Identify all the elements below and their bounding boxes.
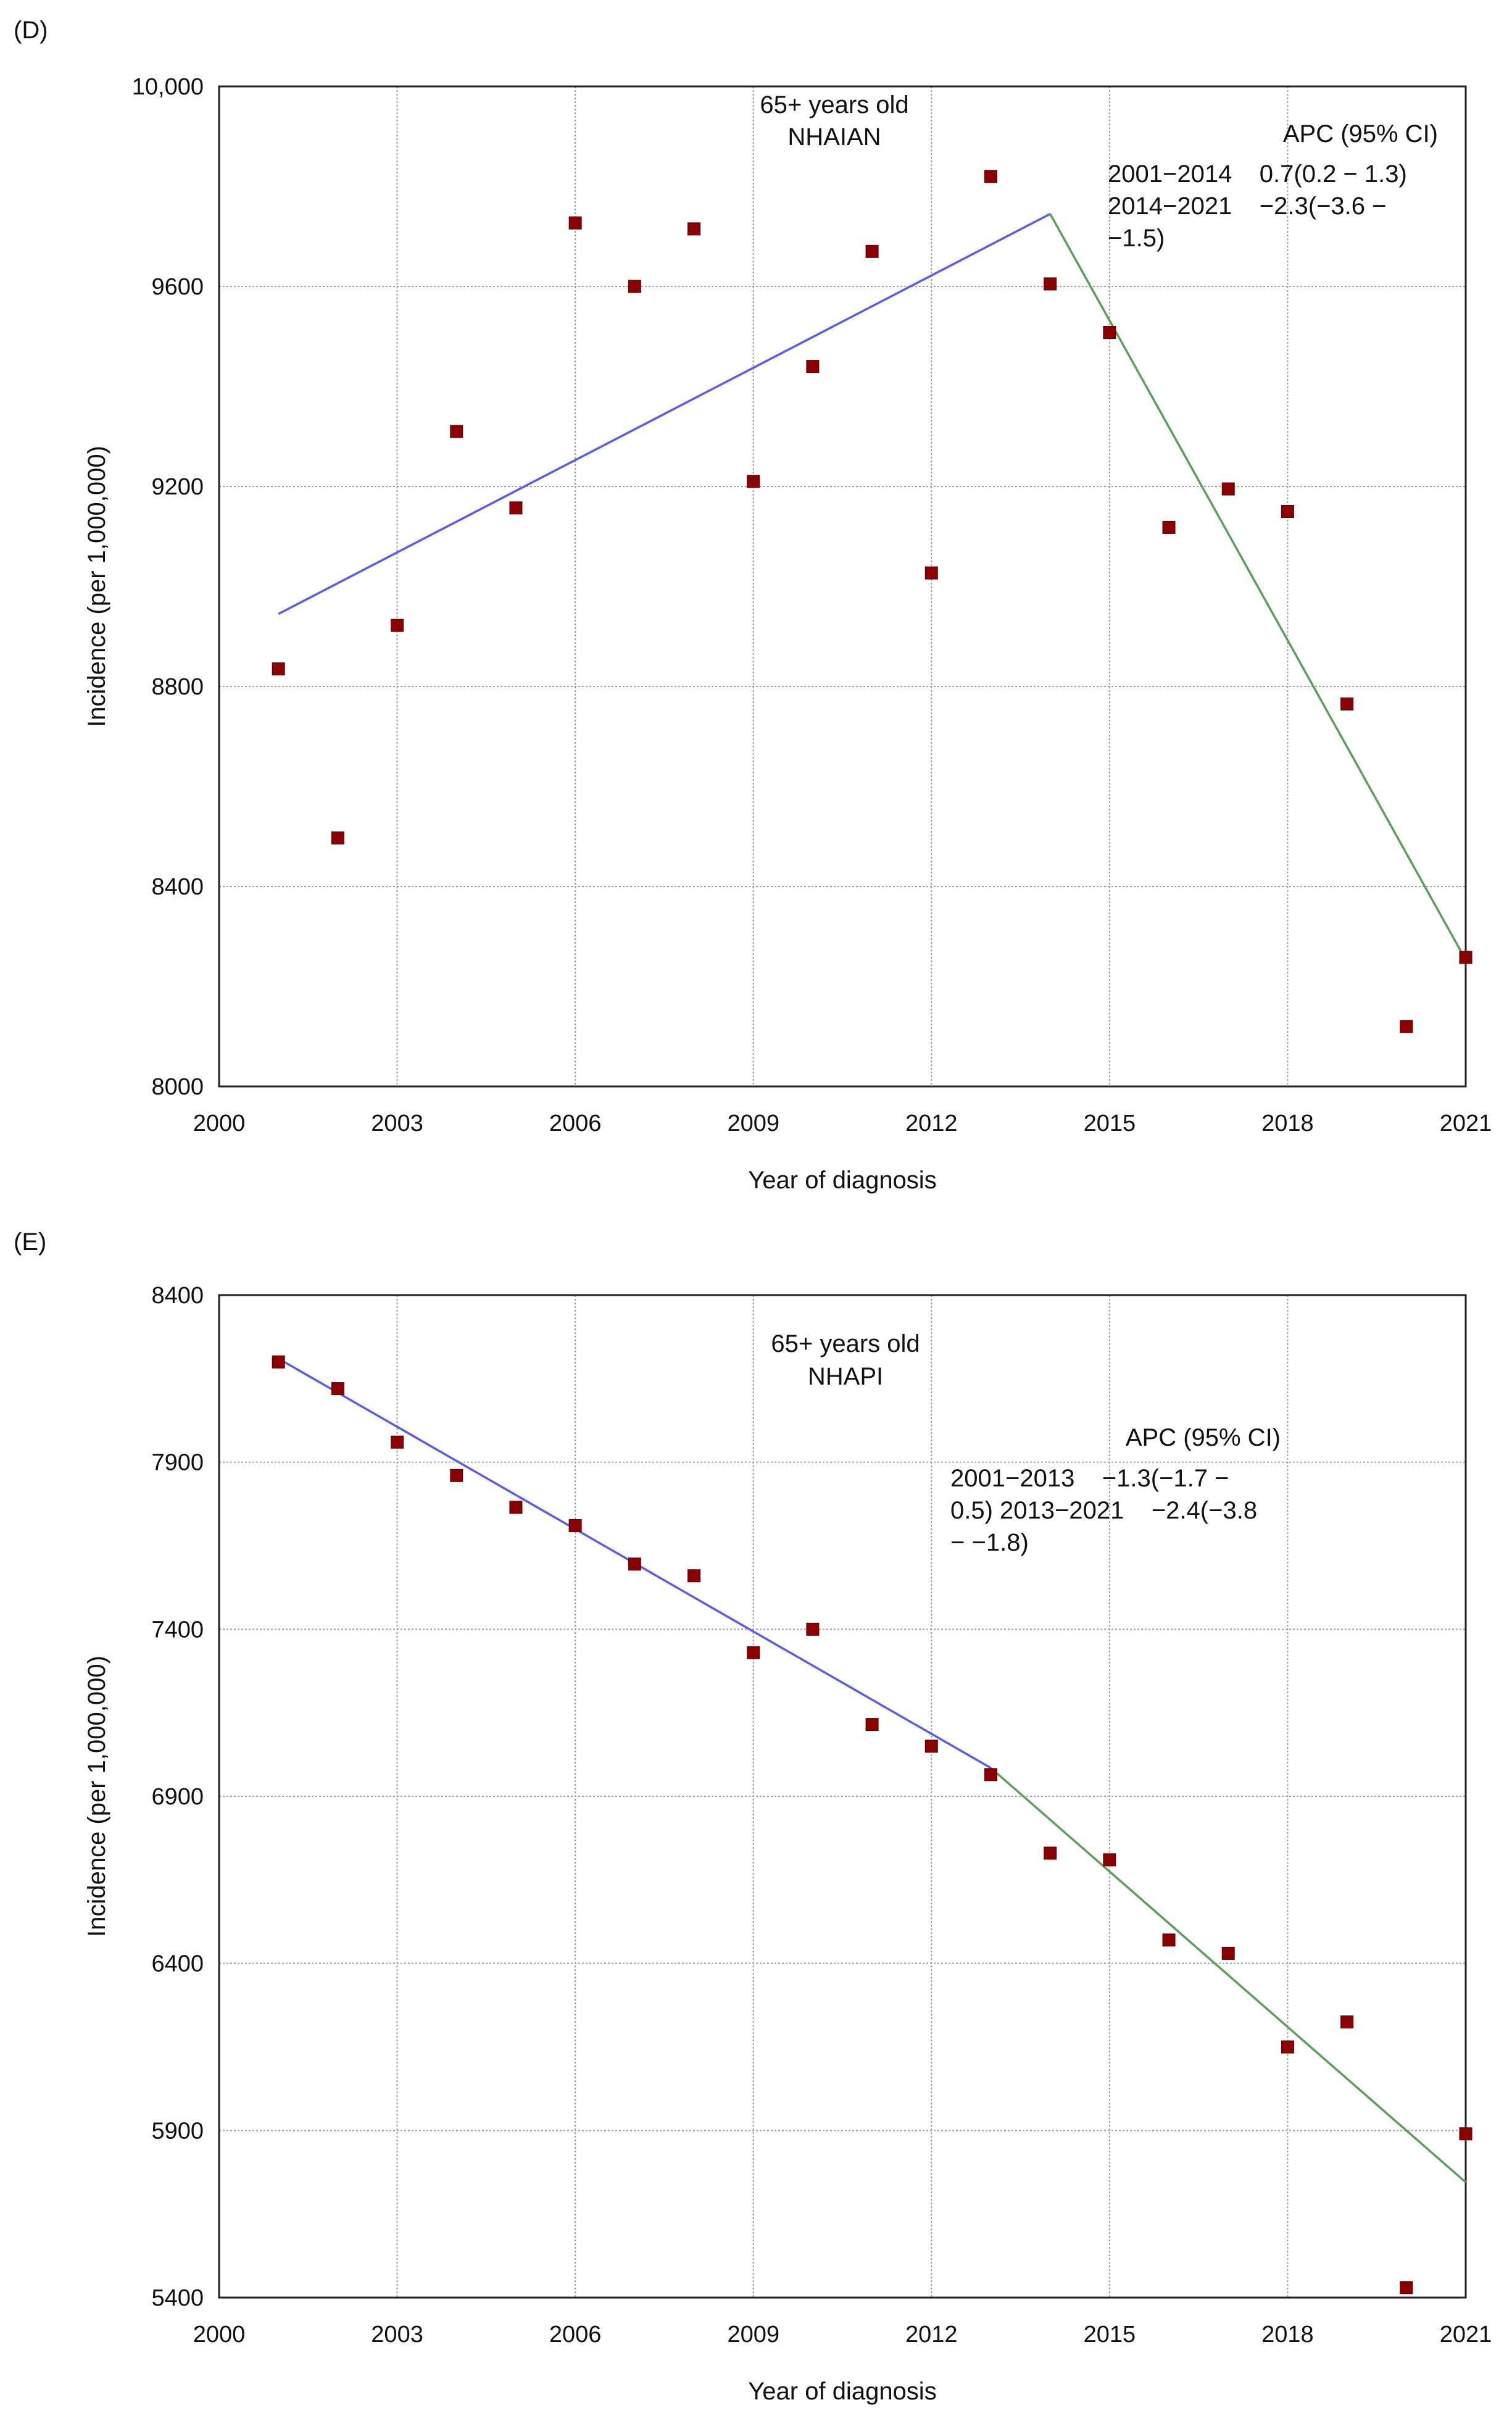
panel-d-data-point	[1340, 697, 1354, 711]
panel-d-data-point	[391, 619, 404, 632]
panel-d-apc-line: −1.5)	[1108, 225, 1165, 252]
panel-e-data-point	[747, 1646, 760, 1659]
panel-e-data-point	[1281, 2040, 1294, 2054]
panel-d-data-point	[747, 475, 760, 488]
panel-e-y-tick-label: 6900	[151, 1784, 204, 1810]
panel-d-data-point	[924, 566, 938, 580]
panel-e-annotation-age: 65+ years old	[771, 1330, 920, 1357]
panel-e-data-point	[391, 1435, 404, 1449]
panel-e-annotation-group: NHAPI	[808, 1363, 883, 1390]
panel-e-data-point	[865, 1718, 879, 1732]
panel-d-apc-line: 2014−2021 −2.3(−3.6 −	[1108, 193, 1387, 220]
panel-e-data-point	[272, 1355, 285, 1369]
panel-d-x-tick-label: 2018	[1261, 1111, 1314, 1136]
panel-e-x-axis-title: Year of diagnosis	[748, 2378, 936, 2405]
panel-d-x-tick-label: 2000	[193, 1111, 246, 1136]
panel-e-data-point	[687, 1569, 701, 1583]
panel-d-data-point	[272, 662, 285, 676]
panel-e-apc-line: 2001−2013 −1.3(−1.7 −	[950, 1465, 1229, 1492]
panel-d-y-tick-label: 8000	[151, 1074, 204, 1100]
panel-e-y-axis-title: Incidence (per 1,000,000)	[83, 1656, 110, 1937]
panel-e-y-tick-label: 6400	[151, 1951, 204, 1977]
panel-d-x-axis-title: Year of diagnosis	[748, 1167, 936, 1194]
panel-e-y-tick-label: 7900	[151, 1450, 204, 1476]
panel-e-data-point	[628, 1557, 641, 1571]
panel-e-data-point	[984, 1768, 997, 1782]
panel-e-trend-line	[990, 1767, 1467, 2183]
panel-d-x-tick-label: 2009	[727, 1111, 779, 1136]
panel-e-apc-line: − −1.8)	[950, 1529, 1029, 1556]
panel-d-data-point	[1459, 951, 1473, 964]
panel-e-data-point	[568, 1519, 582, 1533]
panel-e-data-point	[1103, 1853, 1116, 1867]
panel-d-data-point	[450, 425, 463, 438]
panel-e-x-tick-label: 2012	[905, 2322, 958, 2348]
panel-d-y-tick-label: 9600	[151, 274, 204, 300]
panel-e-x-tick-label: 2003	[371, 2322, 423, 2348]
panel-d-data-point	[1221, 482, 1235, 496]
panel-d-trend-line	[278, 212, 1051, 615]
panel-d-annotation-age: 65+ years old	[760, 91, 908, 119]
panel-d-y-tick-label: 8800	[151, 674, 204, 700]
panel-e-x-tick-label: 2015	[1084, 2322, 1136, 2348]
panel-d-data-point	[806, 360, 820, 373]
panel-e-data-point	[509, 1501, 523, 1514]
panel-e-plot-frame	[218, 1294, 1467, 2299]
panel-d-data-point	[865, 244, 879, 258]
panel-d-data-point	[331, 831, 344, 844]
panel-e-x-tick-label: 2009	[727, 2322, 779, 2348]
panel-e-label: (E)	[14, 1228, 46, 1256]
panel-e-data-point	[1400, 2281, 1413, 2294]
panel-d-data-point	[984, 170, 997, 183]
panel-d-x-tick-label: 2021	[1440, 1111, 1492, 1136]
panel-e-y-tick-label: 5900	[151, 2118, 204, 2144]
panel-e-apc-header: APC (95% CI)	[1126, 1424, 1281, 1451]
panel-e-data-point	[1162, 1933, 1176, 1947]
panel-d-y-tick-label: 10,000	[132, 74, 204, 100]
panel-d-data-point	[1400, 1020, 1413, 1033]
panel-d-x-tick-label: 2012	[905, 1111, 958, 1136]
panel-e-x-tick-label: 2018	[1261, 2322, 1314, 2348]
panel-d-x-tick-label: 2015	[1084, 1111, 1136, 1136]
panel-d-x-tick-label: 2006	[549, 1111, 602, 1136]
panel-e-y-tick-label: 7400	[151, 1617, 204, 1643]
panel-d-x-tick-label: 2003	[371, 1111, 423, 1136]
panel-d-y-tick-label: 8400	[151, 874, 204, 900]
panel-d-data-point	[628, 280, 641, 293]
panel-d-trend-line	[1049, 213, 1467, 961]
panel-e-data-point	[1044, 1846, 1057, 1860]
panel-d-annotation-group: NHAIAN	[787, 123, 881, 151]
panel-d-plot-frame	[218, 85, 1467, 1088]
panel-d-data-point	[1281, 505, 1294, 518]
panel-e-data-point	[806, 1622, 820, 1636]
panel-d-label: (D)	[14, 17, 48, 44]
panel-e-x-tick-label: 2021	[1440, 2322, 1492, 2348]
panel-e-data-point	[450, 1469, 463, 1482]
panel-e-data-point	[1340, 2015, 1354, 2028]
panel-e-y-tick-label: 8400	[151, 1283, 204, 1309]
panel-d-apc-header: APC (95% CI)	[1283, 120, 1438, 148]
panel-d-apc-line: 2001−2014 0.7(0.2 − 1.3)	[1108, 160, 1407, 188]
panel-e-data-point	[331, 1382, 344, 1396]
panel-e-x-tick-label: 2000	[193, 2322, 246, 2348]
panel-d-data-point	[1162, 520, 1176, 534]
panel-e-data-point	[924, 1740, 938, 1753]
panel-d-y-axis-title: Incidence (per 1,000,000)	[83, 446, 110, 727]
panel-d-data-point	[1044, 277, 1057, 291]
panel-d-data-point	[568, 216, 582, 230]
panel-d-data-point	[1103, 326, 1116, 340]
panel-d-data-point	[687, 222, 701, 236]
panel-e-apc-line: 0.5) 2013−2021 −2.4(−3.8	[950, 1497, 1257, 1524]
panel-d-data-point	[509, 501, 523, 515]
panel-e-data-point	[1459, 2127, 1473, 2141]
panel-e-x-tick-label: 2006	[549, 2322, 602, 2348]
panel-e-y-tick-label: 5400	[151, 2285, 204, 2311]
panel-e-data-point	[1221, 1946, 1235, 1960]
panel-d-y-tick-label: 9200	[151, 474, 204, 500]
